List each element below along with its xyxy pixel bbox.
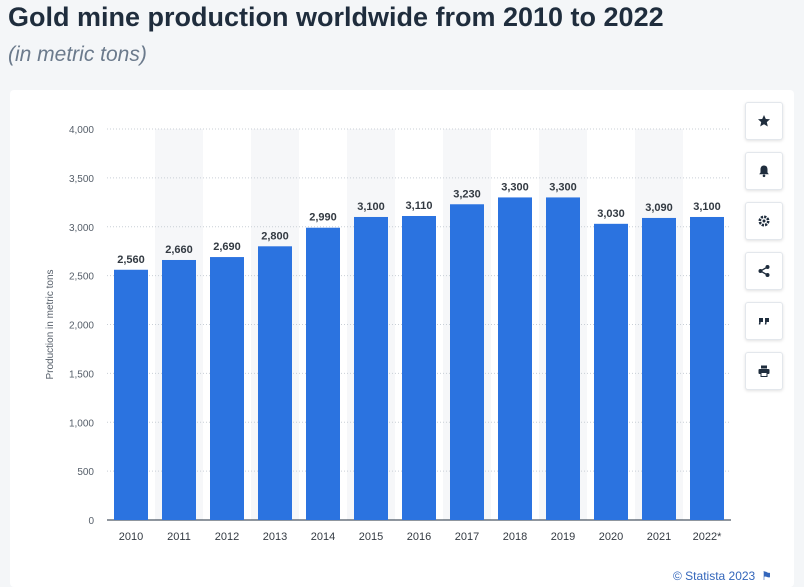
x-tick-label: 2010 — [119, 531, 143, 543]
y-tick-label: 2,500 — [69, 272, 94, 283]
bar — [498, 197, 532, 521]
data-label: 3,230 — [453, 188, 481, 200]
quote-icon — [758, 318, 769, 325]
data-label: 3,090 — [645, 202, 673, 214]
x-tick-label: 2014 — [311, 531, 335, 543]
star-icon — [758, 115, 770, 127]
chart-title: Gold mine production worldwide from 2010… — [8, 2, 664, 32]
share-icon — [758, 265, 770, 277]
bar — [114, 269, 148, 520]
data-label: 2,990 — [309, 212, 337, 224]
x-tick-label: 2021 — [647, 531, 671, 543]
y-tick-label: 3,500 — [69, 174, 94, 185]
x-tick-label: 2019 — [551, 531, 575, 543]
settings-button[interactable] — [745, 202, 783, 240]
bar — [402, 215, 436, 520]
favorite-button[interactable] — [745, 102, 783, 140]
credit-text: © Statista 2023 — [673, 569, 756, 583]
x-tick-label: 2020 — [599, 531, 623, 543]
notification-button[interactable] — [745, 152, 783, 190]
print-button[interactable] — [745, 352, 783, 390]
y-tick-label: 1,500 — [69, 369, 94, 380]
x-tick-label: 2011 — [167, 531, 191, 543]
bar — [450, 204, 484, 520]
x-tick-label: 2013 — [263, 531, 287, 543]
bell-icon — [759, 165, 769, 178]
x-tick-label: 2016 — [407, 531, 431, 543]
y-axis-title: Production in metric tons — [45, 269, 56, 379]
bar — [210, 257, 244, 520]
bar — [642, 217, 676, 520]
chart-subtitle: (in metric tons) — [8, 43, 147, 66]
y-tick-label: 500 — [77, 467, 94, 478]
cite-button[interactable] — [745, 302, 783, 340]
bar — [306, 227, 340, 521]
data-label: 3,100 — [357, 201, 385, 213]
bar — [690, 216, 724, 520]
data-label: 3,300 — [549, 181, 577, 193]
y-tick-label: 4,000 — [69, 125, 94, 136]
y-tick-label: 2,000 — [69, 321, 94, 332]
x-tick-label: 2018 — [503, 531, 527, 543]
bar — [354, 216, 388, 520]
bar — [162, 259, 196, 520]
data-label: 3,030 — [597, 208, 625, 220]
share-button[interactable] — [745, 252, 783, 290]
bar — [594, 223, 628, 520]
gear-icon — [758, 215, 770, 227]
data-label: 2,660 — [165, 244, 193, 256]
data-label: 3,110 — [406, 200, 433, 212]
y-tick-label: 1,000 — [69, 418, 94, 429]
y-tick-label: 3,000 — [69, 223, 94, 234]
bar — [258, 246, 292, 521]
x-tick-label: 2015 — [359, 531, 383, 543]
data-label: 3,100 — [693, 201, 721, 213]
chart-toolbar — [745, 102, 783, 402]
data-label: 3,300 — [501, 181, 529, 193]
x-tick-label: 2012 — [215, 531, 239, 543]
y-tick-label: 0 — [88, 516, 94, 527]
print-icon — [758, 365, 770, 377]
statista-credit[interactable]: © Statista 2023 ⚑ — [673, 569, 772, 583]
bar — [546, 197, 580, 521]
data-label: 2,800 — [261, 230, 289, 242]
data-label: 2,560 — [117, 254, 145, 266]
data-label: 2,690 — [213, 241, 241, 253]
x-tick-label: 2017 — [455, 531, 479, 543]
flag-icon: ⚑ — [761, 569, 772, 583]
x-tick-label: 2022* — [693, 531, 722, 543]
